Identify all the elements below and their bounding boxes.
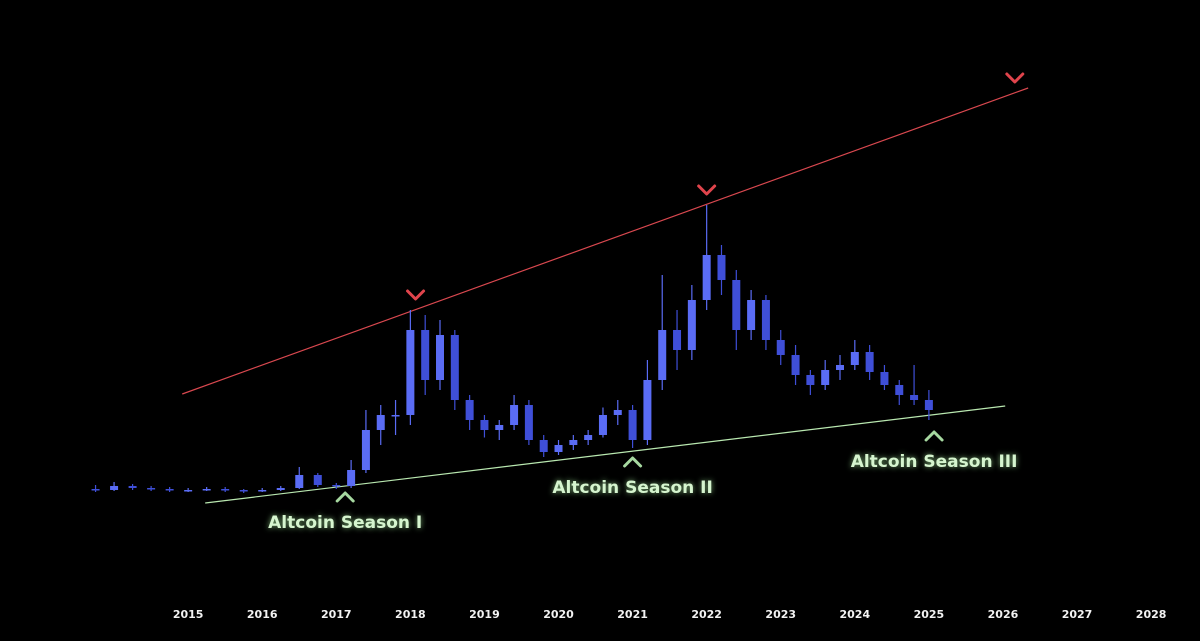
- candle-body: [295, 475, 304, 488]
- candle-body: [865, 352, 874, 372]
- season-label: Altcoin Season III: [851, 452, 1018, 472]
- candle-body: [569, 440, 578, 445]
- chevron-marker: [623, 456, 643, 468]
- candle-body: [376, 415, 385, 430]
- candle-body: [406, 330, 415, 415]
- candle-body: [495, 425, 504, 430]
- candle-body: [313, 475, 322, 485]
- candle-body: [687, 300, 696, 350]
- candle-body: [613, 410, 622, 415]
- chevron-marker: [335, 491, 355, 503]
- candle-body: [717, 255, 726, 280]
- candle-body: [391, 415, 400, 417]
- candle-body: [480, 420, 489, 430]
- candle-body: [554, 445, 563, 452]
- x-tick-label: 2028: [1136, 608, 1167, 621]
- candle-body: [732, 280, 741, 330]
- x-tick-label: 2024: [840, 608, 871, 621]
- candle-body: [524, 405, 533, 440]
- candle-body: [450, 335, 459, 400]
- candle-body: [776, 340, 785, 355]
- candle-body: [421, 330, 430, 380]
- candle-body: [628, 410, 637, 440]
- candle-body: [165, 489, 174, 491]
- x-tick-label: 2021: [617, 608, 648, 621]
- candle-body: [91, 489, 100, 491]
- candle-body: [584, 435, 593, 440]
- candle-body: [643, 380, 652, 440]
- season-label: Altcoin Season II: [552, 478, 712, 498]
- x-tick-label: 2023: [765, 608, 796, 621]
- candle-body: [239, 490, 248, 492]
- x-tick-label: 2015: [173, 608, 204, 621]
- candle-body: [673, 330, 682, 350]
- candle-body: [258, 490, 267, 492]
- x-tick-label: 2026: [988, 608, 1019, 621]
- candle-body: [202, 489, 211, 491]
- candle-body: [110, 486, 119, 490]
- x-tick-label: 2018: [395, 608, 426, 621]
- season-label: Altcoin Season I: [268, 513, 422, 533]
- candle-body: [347, 470, 356, 486]
- candle-body: [598, 415, 607, 435]
- x-tick-label: 2025: [914, 608, 945, 621]
- candle-body: [465, 400, 474, 420]
- chevron-marker: [924, 430, 944, 442]
- chevron-marker: [1005, 72, 1025, 84]
- chevron-marker: [697, 184, 717, 196]
- candle-body: [332, 485, 341, 487]
- candle-body: [791, 355, 800, 375]
- candle-body: [539, 440, 548, 452]
- candle-body: [880, 372, 889, 385]
- x-tick-label: 2017: [321, 608, 352, 621]
- candle-body: [128, 486, 137, 488]
- x-tick-label: 2022: [691, 608, 722, 621]
- candle-body: [276, 488, 285, 490]
- candle-body: [924, 400, 933, 410]
- x-tick-label: 2019: [469, 608, 500, 621]
- x-tick-label: 2016: [247, 608, 278, 621]
- candle-body: [747, 300, 756, 330]
- candle-body: [806, 375, 815, 385]
- x-tick-label: 2020: [543, 608, 574, 621]
- candle-body: [910, 395, 919, 400]
- candle-body: [761, 300, 770, 340]
- candle-body: [850, 352, 859, 365]
- candle-body: [821, 370, 830, 385]
- candle-body: [702, 255, 711, 300]
- trend-line: [182, 87, 1029, 395]
- candle-body: [361, 430, 370, 470]
- candle-body: [184, 490, 193, 492]
- candle-body: [221, 489, 230, 491]
- candle-body: [836, 365, 844, 370]
- candle-body: [658, 330, 667, 380]
- candle-body: [436, 335, 444, 380]
- x-tick-label: 2027: [1062, 608, 1093, 621]
- trend-line: [205, 405, 1006, 504]
- candle-body: [510, 405, 519, 425]
- candle-body: [147, 488, 156, 490]
- candle-body: [895, 385, 904, 395]
- chevron-marker: [406, 289, 426, 301]
